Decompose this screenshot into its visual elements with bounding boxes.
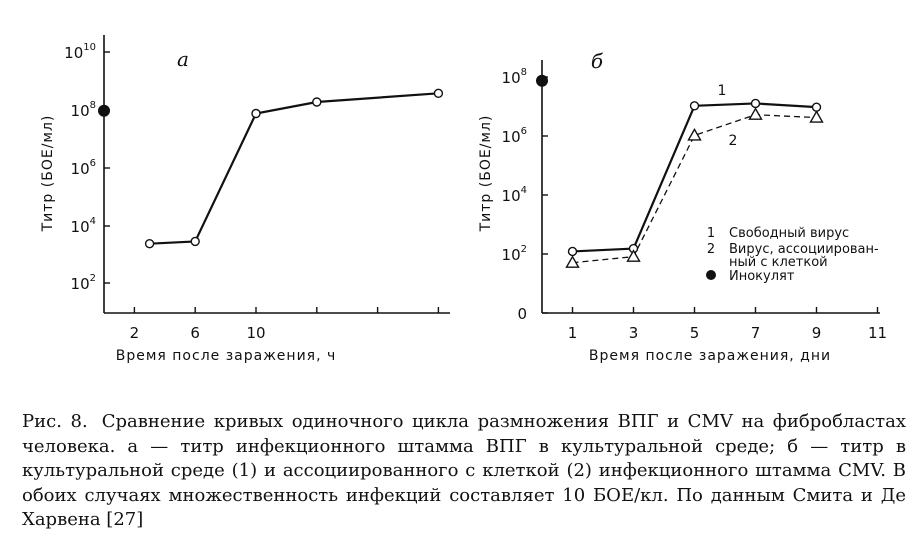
caption-prefix: Рис. 8.	[22, 411, 88, 432]
panel-2-x-tick-label: 1	[568, 324, 578, 342]
panel-2-series-2-point	[748, 107, 763, 120]
panel-2-x-axis-title: Время после заражения, дни	[589, 348, 831, 364]
panel-1-series-1-point	[144, 238, 155, 249]
legend-text: ный с клеткой	[729, 255, 828, 270]
legend-key: 2	[707, 242, 715, 257]
panel-1-series-1-point	[312, 97, 322, 107]
panel-2-series-2-point	[687, 127, 702, 141]
panel-2-y-tick-label: 0	[517, 305, 527, 323]
panel-1-y-tick-label: 108	[71, 100, 96, 120]
panel-1-series-1-point	[433, 88, 444, 99]
legend-text: Вирус, ассоциирован-	[729, 242, 879, 257]
panel-2-series-2-line	[572, 114, 817, 264]
panel-2-y-tick-label: 104	[502, 185, 527, 205]
panel-2-series-2-point	[626, 249, 641, 262]
panel-2-y-tick-label: 106	[502, 126, 527, 146]
panel-2-letter: б	[591, 49, 604, 73]
panel-1-series-1-line	[149, 92, 439, 245]
panel-2-x-tick-label: 11	[868, 324, 887, 342]
panel-1-inoculum-point	[98, 104, 110, 117]
legend-key: 1	[707, 226, 715, 241]
figure-caption: Рис. 8. Сравнение кривых одиночного цикла…	[22, 410, 906, 533]
panel-2-series-1-point	[567, 246, 578, 257]
series-2-curve-label: 2	[729, 133, 738, 149]
panel-1-y-tick-label: 104	[71, 216, 96, 236]
panel-1-y-tick-label: 1010	[64, 42, 96, 62]
panel-1-x-axis-title: Время после заражения, ч	[116, 348, 337, 364]
panel-2-series-1-point	[750, 98, 761, 109]
legend-text: Инокулят	[729, 269, 795, 284]
panel-2-y-axis-title: Титр (БОЕ/мл)	[478, 115, 494, 233]
panel-2-series-2-point	[565, 255, 580, 268]
panel-2-y-tick-label: 108	[502, 67, 527, 87]
panel-1-y-axis-title: Титр (БОЕ/мл)	[40, 115, 56, 233]
panel-2-x-tick-label: 9	[812, 324, 822, 342]
caption-text: Сравнение кривых одиночного цикла размно…	[22, 411, 906, 530]
panel-1-series-1-point	[190, 236, 200, 247]
panel-1-x-tick-label: 2	[130, 324, 140, 342]
panel-2-x-tick-label: 7	[751, 324, 761, 342]
panel-2-series-1-point	[811, 102, 822, 112]
panel-2-x-tick-label: 3	[629, 324, 639, 342]
legend-text: Свободный вирус	[729, 226, 849, 241]
panel-1-x-tick-label: 10	[246, 324, 265, 342]
panel-1-x-tick-label: 6	[190, 324, 200, 342]
panel-2-series-1-point	[689, 101, 700, 111]
panel-2-series-2-point	[809, 110, 824, 123]
panel-1-y-tick-label: 106	[71, 158, 96, 178]
legend-inoculum-swatch	[706, 270, 716, 280]
panel-2-y-tick-label: 102	[502, 244, 527, 264]
series-1-curve-label: 1	[718, 83, 727, 99]
panel-2-inoculum-point	[536, 74, 548, 87]
panel-2-x-tick-label: 5	[690, 324, 700, 342]
panel-1-letter: а	[177, 47, 189, 71]
panel-1-series-1-point	[251, 108, 261, 119]
panel-1-y-tick-label: 102	[71, 273, 96, 293]
